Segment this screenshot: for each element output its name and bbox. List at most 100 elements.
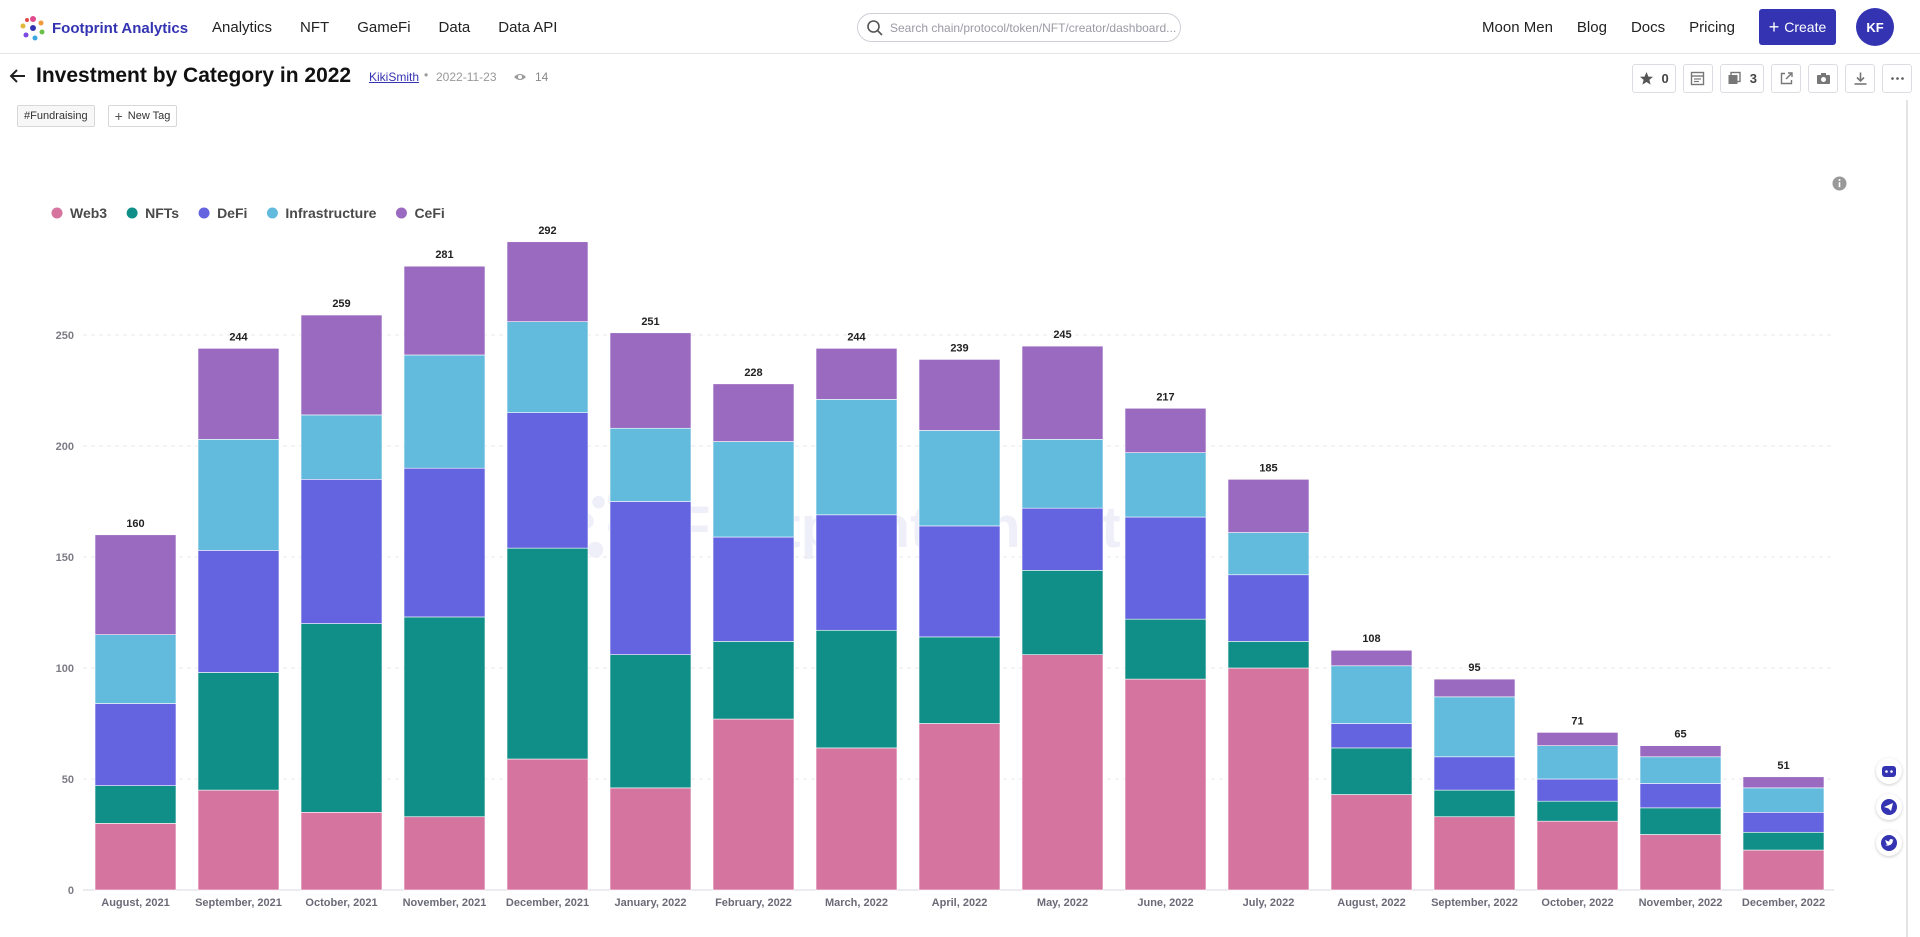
favorite-button[interactable]: 0 xyxy=(1631,64,1676,93)
download-button[interactable] xyxy=(1845,64,1875,93)
bar-segment-nfts xyxy=(918,636,1001,724)
more-options-button[interactable] xyxy=(1882,64,1912,93)
telegram-icon xyxy=(1881,799,1897,815)
bar-segment-defi xyxy=(403,467,486,618)
bar-segment-cefi xyxy=(712,383,795,442)
new-tag-button[interactable]: + New Tag xyxy=(107,105,178,127)
telegram-link[interactable] xyxy=(1876,794,1902,820)
x-tick-label: May, 2022 xyxy=(1037,897,1088,909)
bar-total-label: 228 xyxy=(744,367,762,379)
bar-segment-web3 xyxy=(1330,794,1413,891)
bar-segment-web3 xyxy=(815,747,898,891)
bar-segment-defi xyxy=(300,478,383,624)
nav-item-pricing[interactable]: Pricing xyxy=(1689,18,1735,36)
create-button[interactable]: + Create xyxy=(1759,9,1836,45)
y-tick-label: 50 xyxy=(62,774,74,786)
chart-toolbar: 0 3 xyxy=(1625,64,1912,93)
add-to-dashboard-button[interactable] xyxy=(1682,64,1713,93)
bar-segment-nfts xyxy=(609,654,692,789)
y-tick-label: 200 xyxy=(56,441,74,453)
nav-item-moon-men[interactable]: Moon Men xyxy=(1482,18,1553,36)
nav-item-nft[interactable]: NFT xyxy=(300,18,330,36)
bar-segment-nfts xyxy=(197,672,280,791)
nav-item-gamefi[interactable]: GameFi xyxy=(357,18,411,36)
bar-total-label: 245 xyxy=(1053,329,1071,341)
bar-segment-defi xyxy=(1639,783,1722,809)
bar-segment-infrastructure xyxy=(918,430,1001,527)
tag-list: #Fundraising + New Tag xyxy=(17,105,190,127)
info-icon[interactable] xyxy=(1832,176,1847,191)
bar-total-label: 185 xyxy=(1259,462,1277,474)
x-tick-label: September, 2021 xyxy=(195,897,282,909)
x-tick-label: November, 2022 xyxy=(1639,897,1723,909)
x-tick-label: January, 2022 xyxy=(615,897,687,909)
bar-segment-infrastructure xyxy=(1536,745,1619,780)
bar-segment-cefi xyxy=(815,348,898,400)
created-date: 2022-11-23 xyxy=(436,70,497,84)
search-input[interactable] xyxy=(890,20,1180,35)
plus-icon: + xyxy=(114,108,123,124)
bar-segment-web3 xyxy=(609,787,692,891)
bar-segment-web3 xyxy=(918,723,1001,891)
bar-segment-web3 xyxy=(197,789,280,891)
view-count: 14 xyxy=(513,70,548,84)
dashboard-icon xyxy=(1691,71,1705,86)
user-avatar[interactable]: KF xyxy=(1856,8,1894,46)
duplicate-button[interactable]: 3 xyxy=(1719,64,1764,93)
nav-item-docs[interactable]: Docs xyxy=(1630,18,1666,36)
bar-segment-defi xyxy=(1124,516,1207,620)
x-tick-label: October, 2022 xyxy=(1541,897,1613,909)
bar-total-label: 244 xyxy=(847,331,866,343)
plus-icon: + xyxy=(1768,17,1780,37)
create-button-label: Create xyxy=(1784,19,1827,35)
brand-name: Footprint Analytics xyxy=(52,19,189,37)
bar-segment-defi xyxy=(1021,507,1104,571)
bar-segment-infrastructure xyxy=(300,414,383,480)
favorite-count: 0 xyxy=(1661,71,1669,86)
bar-segment-infrastructure xyxy=(1124,452,1207,518)
social-links xyxy=(1876,758,1902,866)
legend-label-infrastructure: Infrastructure xyxy=(285,205,376,221)
brand-logo[interactable]: Footprint Analytics xyxy=(18,13,188,43)
bar-segment-cefi xyxy=(197,348,280,440)
search-box[interactable] xyxy=(857,13,1181,42)
author-link[interactable]: KikiSmith xyxy=(369,70,420,84)
view-count-value: 14 xyxy=(535,70,549,84)
bar-segment-defi xyxy=(1330,723,1413,749)
twitter-link[interactable] xyxy=(1876,830,1902,856)
back-arrow-icon[interactable] xyxy=(8,66,28,86)
vertical-scrollbar[interactable] xyxy=(1906,100,1908,937)
bar-segment-cefi xyxy=(1433,678,1516,698)
new-tag-label: New Tag xyxy=(127,110,171,122)
bar-total-label: 239 xyxy=(950,342,968,354)
eye-icon xyxy=(514,74,526,80)
nav-item-analytics[interactable]: Analytics xyxy=(212,18,273,36)
nav-item-blog[interactable]: Blog xyxy=(1576,18,1607,36)
bar-segment-infrastructure xyxy=(94,634,177,704)
duplicate-count: 3 xyxy=(1749,71,1757,86)
y-tick-label: 0 xyxy=(68,885,74,897)
bar-total-label: 259 xyxy=(332,298,350,310)
discord-icon xyxy=(1882,766,1896,777)
open-external-button[interactable] xyxy=(1771,64,1801,93)
snapshot-button[interactable] xyxy=(1808,64,1838,93)
nav-item-data-api[interactable]: Data API xyxy=(498,18,558,36)
top-navigation-bar: Footprint Analytics Analytics NFT GameFi… xyxy=(0,0,1920,54)
bar-segment-cefi xyxy=(1639,745,1722,758)
x-tick-label: September, 2022 xyxy=(1431,897,1518,909)
tag-fundraising[interactable]: #Fundraising xyxy=(17,105,95,127)
x-tick-label: October, 2021 xyxy=(305,897,377,909)
y-tick-label: 150 xyxy=(56,552,74,564)
bar-segment-defi xyxy=(918,525,1001,638)
nav-item-data[interactable]: Data xyxy=(438,18,471,36)
more-dots-icon xyxy=(1890,77,1904,80)
bar-segment-defi xyxy=(197,550,280,673)
bar-segment-nfts xyxy=(1227,641,1310,669)
discord-link[interactable] xyxy=(1876,758,1902,784)
bar-total-label: 65 xyxy=(1674,729,1686,741)
bar-segment-web3 xyxy=(1536,820,1619,891)
bar-segment-web3 xyxy=(1021,654,1104,891)
x-tick-label: July, 2022 xyxy=(1243,897,1295,909)
bar-segment-defi xyxy=(506,412,589,549)
bar-segment-nfts xyxy=(506,547,589,760)
